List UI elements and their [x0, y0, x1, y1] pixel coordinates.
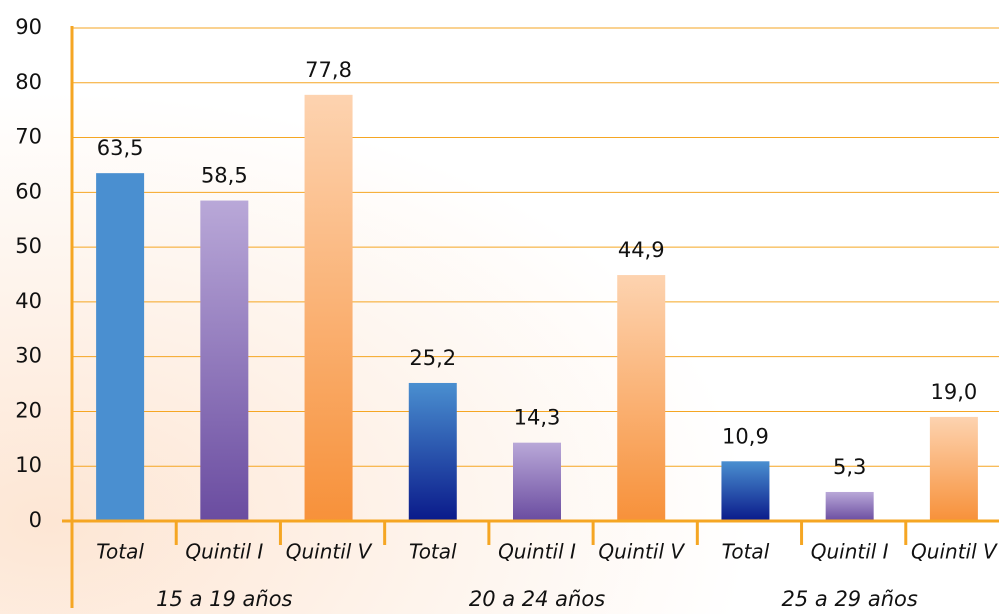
value-label: 19,0 — [931, 380, 978, 404]
x-tick-label: Quintil I — [811, 540, 889, 564]
bar — [825, 491, 874, 521]
value-label: 77,8 — [305, 58, 352, 82]
value-label: 14,3 — [514, 406, 561, 430]
x-tick-label: Total — [96, 540, 144, 564]
value-label: 10,9 — [722, 424, 769, 448]
value-label: 58,5 — [201, 164, 248, 188]
bar — [721, 461, 770, 521]
bar — [513, 442, 561, 521]
group-label: 20 a 24 años — [469, 587, 605, 611]
y-tick-label: 50 — [15, 234, 42, 258]
y-tick-label: 20 — [15, 398, 42, 422]
value-label: 44,9 — [618, 238, 665, 262]
bar — [617, 275, 666, 521]
y-tick-label: 60 — [15, 179, 42, 203]
y-tick-label: 10 — [15, 453, 42, 477]
bar — [929, 416, 978, 521]
x-tick-label: Quintil V — [598, 540, 685, 564]
x-tick-label: Quintil V — [286, 540, 373, 564]
y-tick-label: 70 — [15, 125, 42, 149]
y-tick-label: 40 — [15, 289, 42, 313]
x-tick-label: Quintil I — [185, 540, 263, 564]
value-label: 25,2 — [409, 346, 456, 370]
x-tick-label: Quintil I — [498, 540, 576, 564]
y-tick-label: 80 — [15, 70, 42, 94]
bar — [304, 94, 353, 521]
y-tick-label: 30 — [15, 344, 42, 368]
value-label: 5,3 — [833, 455, 866, 479]
y-tick-label: 0 — [29, 508, 42, 532]
group-label: 25 a 29 años — [782, 587, 918, 611]
x-tick-label: Total — [409, 540, 457, 564]
x-tick-label: Total — [722, 540, 770, 564]
bar — [200, 200, 249, 522]
bar — [408, 382, 457, 521]
y-tick-label: 90 — [15, 15, 42, 39]
value-label: 63,5 — [97, 136, 144, 160]
x-tick-label: Quintil V — [911, 540, 998, 564]
bar — [96, 173, 145, 521]
group-label: 15 a 19 años — [156, 587, 292, 611]
